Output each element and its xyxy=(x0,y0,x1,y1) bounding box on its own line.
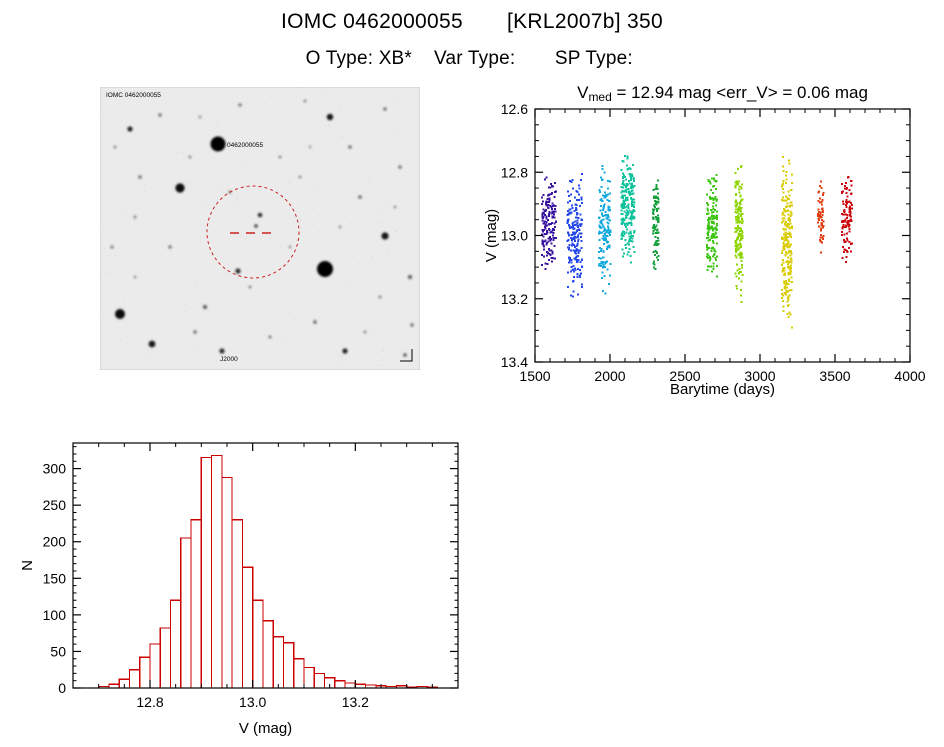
finder-corner-mark xyxy=(400,349,413,362)
svg-text:3500: 3500 xyxy=(819,368,850,384)
lightcurve-plot: 1500 2000 2500 3000 3500 4000 12.6 12.8 13.0 13.2… xyxy=(483,83,926,398)
svg-text:300: 300 xyxy=(43,461,67,477)
finder-annotation-star-label: 0462000055 xyxy=(227,142,264,149)
o-type-label: O Type: xyxy=(305,48,374,69)
svg-text:13.0: 13.0 xyxy=(501,228,528,244)
svg-text:50: 50 xyxy=(50,643,66,659)
svg-text:0: 0 xyxy=(58,680,66,696)
lightcurve-xlabel: Barytime (days) xyxy=(670,381,775,398)
finder-noise xyxy=(100,87,419,368)
lightcurve-axes: 1500 2000 2500 3000 3500 4000 12.6 12.8 13.0 13.2… xyxy=(483,101,926,398)
finder-stars xyxy=(110,99,414,357)
o-type-group: O Type: XB* xyxy=(306,48,412,70)
lightcurve-title: Vmed = 12.94 mag <err_V> = 0.06 mag xyxy=(577,83,868,104)
histogram-axes: 12.8 13.0 13.2 0 50 100 150 200 250 300 V (mag) N xyxy=(19,442,459,737)
svg-text:3000: 3000 xyxy=(744,368,775,384)
svg-text:12.8: 12.8 xyxy=(136,694,163,710)
title-source-id: IOMC 0462000055 xyxy=(281,10,463,33)
var-type-group: Var Type: xyxy=(434,48,521,70)
finder-background xyxy=(100,87,420,370)
svg-text:2500: 2500 xyxy=(669,368,700,384)
lightcurve-points xyxy=(540,155,853,329)
svg-text:13.2: 13.2 xyxy=(501,291,528,307)
svg-text:13.0: 13.0 xyxy=(239,694,266,710)
page-title: IOMC 0462000055 [KRL2007b] 350 xyxy=(0,10,944,34)
svg-text:100: 100 xyxy=(43,607,67,623)
svg-text:4000: 4000 xyxy=(894,368,925,384)
sp-type-label: SP Type: xyxy=(554,48,633,69)
finder-annotation-top-left: IOMC 0462000055 xyxy=(106,92,161,99)
var-type-label: Var Type: xyxy=(434,48,516,69)
svg-text:250: 250 xyxy=(43,497,67,513)
finder-annotation-bottom: J2000 xyxy=(220,356,238,363)
svg-text:12.8: 12.8 xyxy=(501,164,528,180)
target-circle xyxy=(206,185,300,279)
svg-text:150: 150 xyxy=(43,570,67,586)
sp-type-group: SP Type: xyxy=(555,48,639,70)
svg-text:13.4: 13.4 xyxy=(501,354,528,370)
page-subtitle: O Type: XB* Var Type: SP Type: xyxy=(0,48,944,70)
histogram-ylabel: N xyxy=(19,560,36,571)
lightcurve-ylabel: V (mag) xyxy=(483,209,500,262)
histogram-xlabel: V (mag) xyxy=(239,720,292,737)
svg-text:200: 200 xyxy=(43,534,67,550)
title-source-name: [KRL2007b] 350 xyxy=(506,10,663,33)
svg-text:13.2: 13.2 xyxy=(342,694,369,710)
histogram-bars xyxy=(98,454,439,689)
svg-text:1500: 1500 xyxy=(519,368,550,384)
finder-chart-image: IOMC 0462000055 0462000055 J2000 xyxy=(100,87,420,370)
svg-text:2000: 2000 xyxy=(594,368,625,384)
histogram-plot: 12.8 13.0 13.2 0 50 100 150 200 250 300 V (mag) N xyxy=(19,442,459,737)
svg-text:12.6: 12.6 xyxy=(501,101,528,117)
o-type-value: XB* xyxy=(378,48,413,69)
